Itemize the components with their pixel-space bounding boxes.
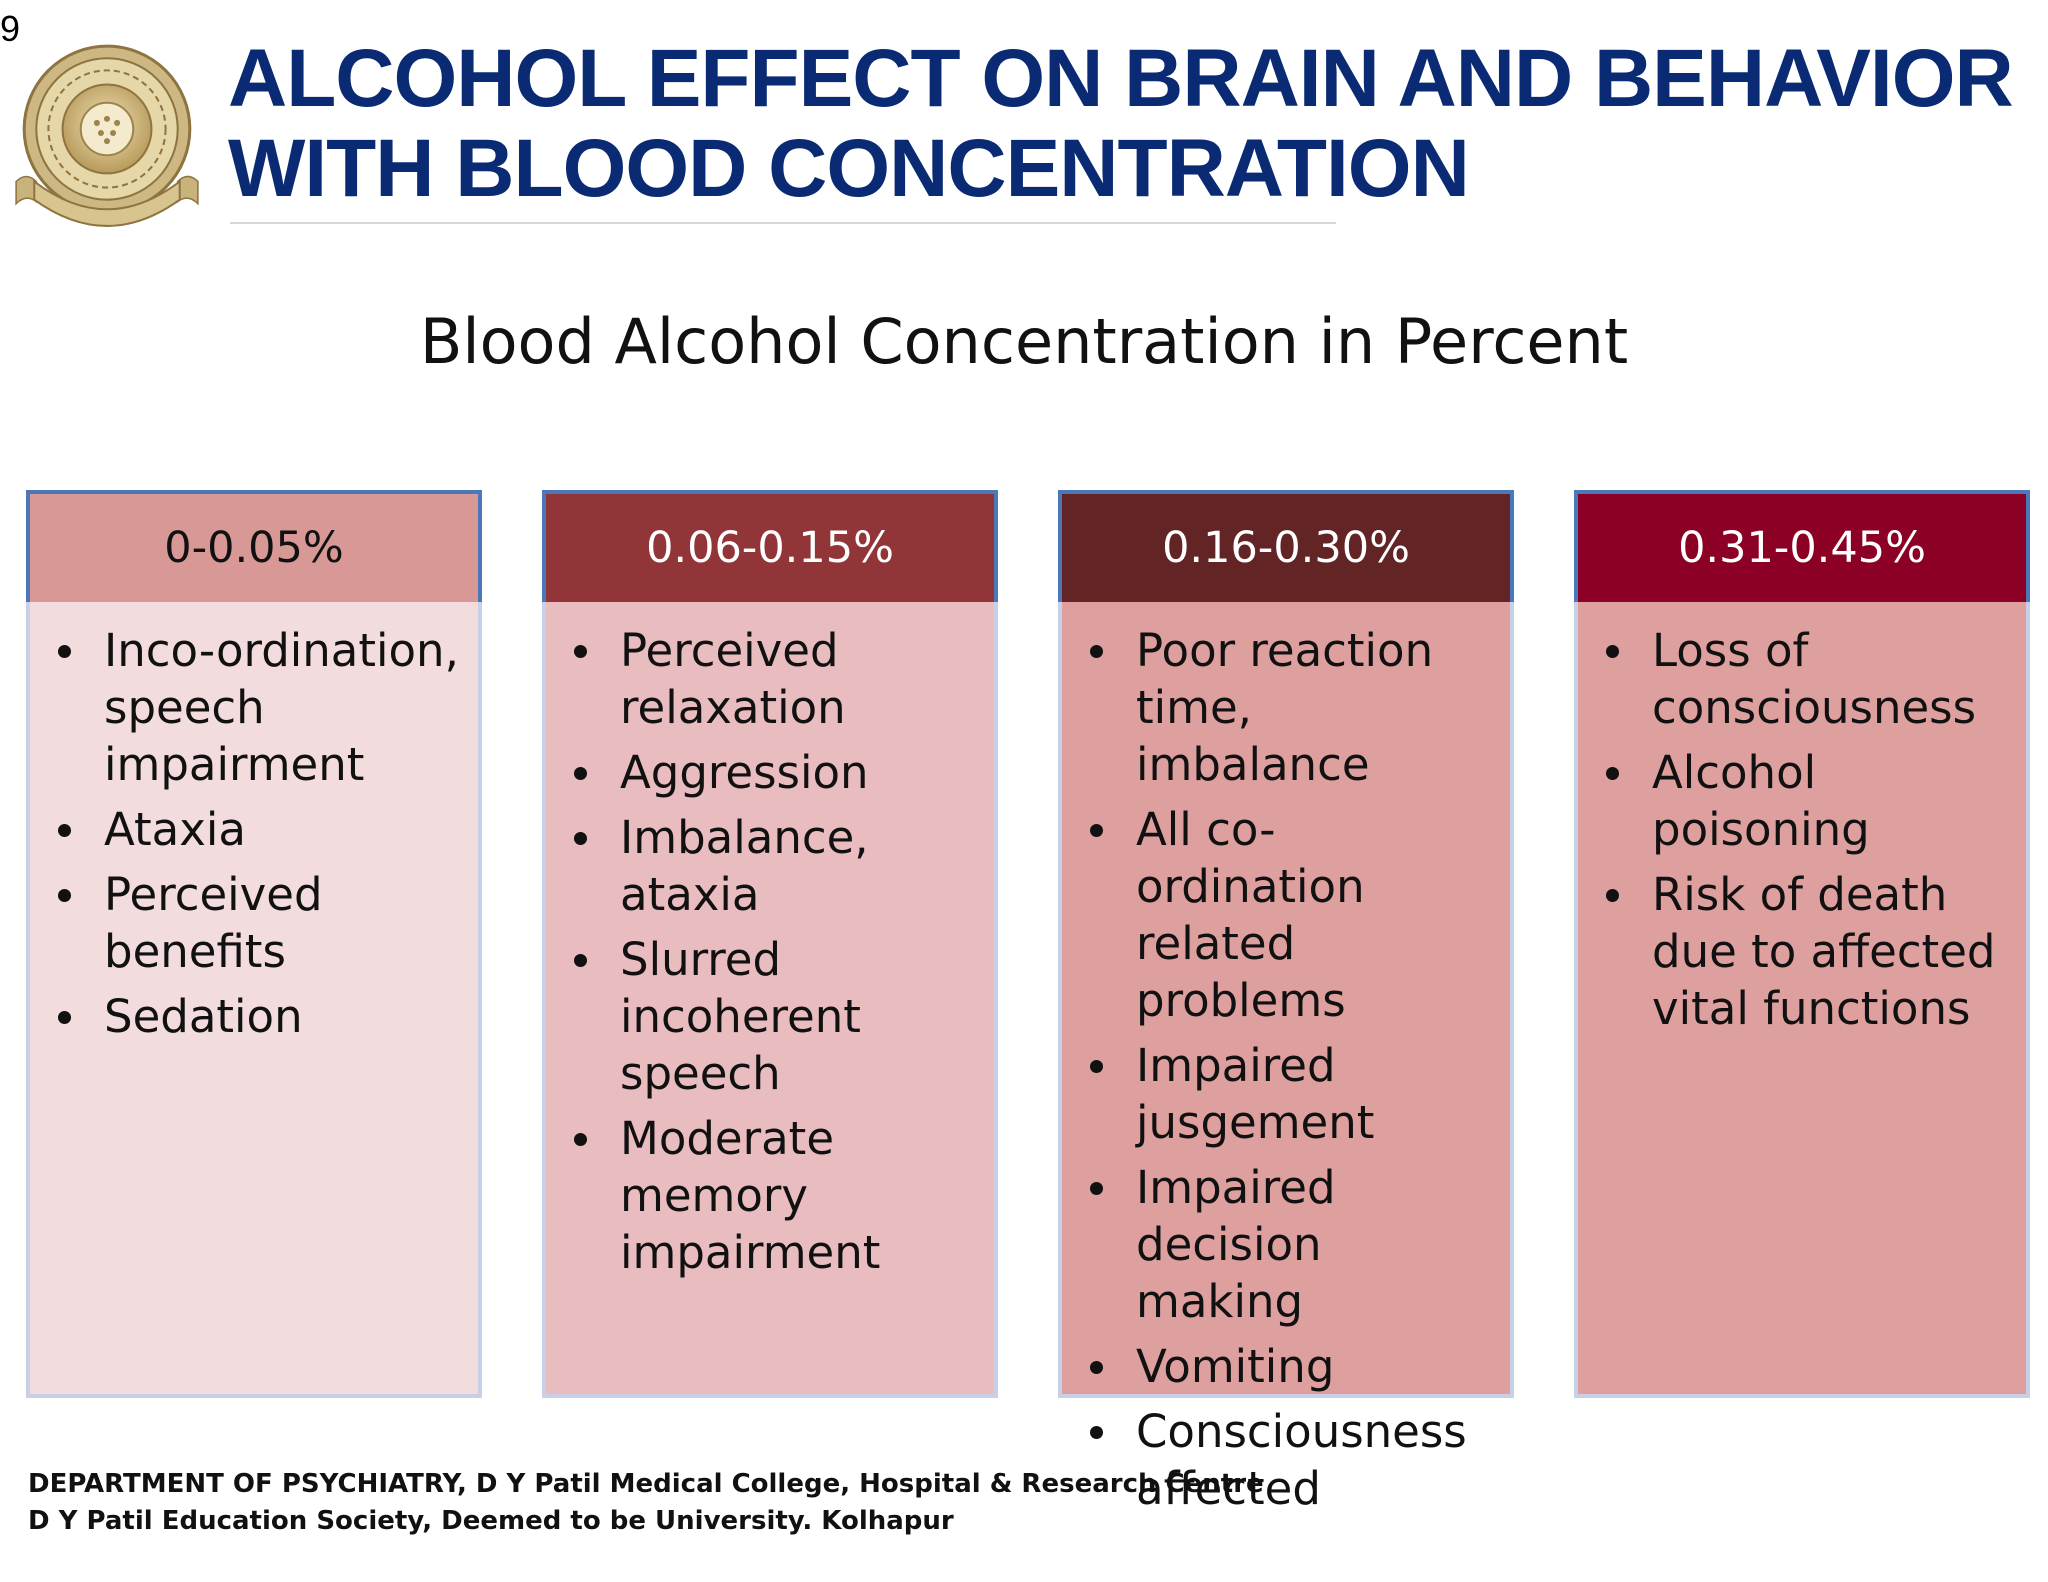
list-item: Sedation xyxy=(52,988,460,1045)
list-item: Aggression xyxy=(568,744,976,801)
list-item: Vomiting xyxy=(1084,1338,1492,1395)
bullet-icon xyxy=(1606,645,1619,658)
bullet-icon xyxy=(574,767,587,780)
footer-line-2: D Y Patil Education Society, Deemed to b… xyxy=(28,1506,954,1536)
bullet-icon xyxy=(1090,1060,1103,1073)
list-item: Poor reaction time, imbalance xyxy=(1084,622,1492,793)
column-header: 0.31-0.45% xyxy=(1574,490,2030,602)
bullet-icon xyxy=(1090,1182,1103,1195)
bullet-icon xyxy=(574,832,587,845)
bac-column-2: 0.06-0.15% Perceived relaxation Aggressi… xyxy=(542,490,998,1398)
bac-column-4: 0.31-0.45% Loss of consciousness Alcohol… xyxy=(1574,490,2030,1398)
list-item: Impaired jusgement xyxy=(1084,1037,1492,1151)
list-item: Loss of consciousness xyxy=(1600,622,2008,736)
title-line-2: WITH BLOOD CONCENTRATION xyxy=(228,123,1470,214)
bullet-icon xyxy=(1090,1426,1103,1439)
effects-list: Poor reaction time, imbalance All co-ord… xyxy=(1084,622,1492,1517)
column-body: Loss of consciousness Alcohol poisoning … xyxy=(1578,602,2026,1037)
bullet-icon xyxy=(574,645,587,658)
bac-column-3: 0.16-0.30% Poor reaction time, imbalance… xyxy=(1058,490,1514,1515)
bullet-icon xyxy=(1606,889,1619,902)
title-line-1: ALCOHOL EFFECT ON BRAIN AND BEHAVIOR xyxy=(228,33,2014,124)
column-body: Poor reaction time, imbalance All co-ord… xyxy=(1062,602,1510,1517)
list-item: Consciousness affected xyxy=(1084,1403,1492,1517)
list-item: Perceived benefits xyxy=(52,866,460,980)
list-item: Alcohol poisoning xyxy=(1600,744,2008,858)
effects-list: Loss of consciousness Alcohol poisoning … xyxy=(1600,622,2008,1037)
column-header: 0-0.05% xyxy=(26,490,482,602)
list-item: All co-ordination related problems xyxy=(1084,801,1492,1029)
footer-line-1: DEPARTMENT OF PSYCHIATRY, D Y Patil Medi… xyxy=(28,1469,1264,1499)
slide-subtitle: Blood Alcohol Concentration in Percent xyxy=(419,305,1629,378)
column-body: Inco-ordination, speech impairment Ataxi… xyxy=(30,602,478,1045)
list-item: Moderate memory impairment xyxy=(568,1110,976,1281)
list-item: Risk of death due to affected vital func… xyxy=(1600,866,2008,1037)
list-item: Inco-ordination, speech impairment xyxy=(52,622,460,793)
bullet-icon xyxy=(1606,767,1619,780)
list-item: Impaired decision making xyxy=(1084,1159,1492,1330)
column-body: Perceived relaxation Aggression Imbalanc… xyxy=(546,602,994,1281)
bullet-icon xyxy=(58,645,71,658)
bac-column-1: 0-0.05% Inco-ordination, speech impairme… xyxy=(26,490,482,1398)
list-item: Slurred incoherent speech xyxy=(568,931,976,1102)
bullet-icon xyxy=(1090,824,1103,837)
university-seal-logo xyxy=(15,44,199,227)
column-header: 0.16-0.30% xyxy=(1058,490,1514,602)
bullet-icon xyxy=(574,1133,587,1146)
bullet-icon xyxy=(1090,1361,1103,1374)
slide-title: ALCOHOL EFFECT ON BRAIN AND BEHAVIOR WIT… xyxy=(228,33,2014,214)
list-item: Imbalance, ataxia xyxy=(568,809,976,923)
bullet-icon xyxy=(1090,645,1103,658)
list-item: Perceived relaxation xyxy=(568,622,976,736)
column-header: 0.06-0.15% xyxy=(542,490,998,602)
slide-number: 9 xyxy=(0,8,21,49)
effects-list: Perceived relaxation Aggression Imbalanc… xyxy=(568,622,976,1281)
title-underline xyxy=(230,222,1336,224)
bullet-icon xyxy=(58,1011,71,1024)
bullet-icon xyxy=(574,954,587,967)
bullet-icon xyxy=(58,889,71,902)
list-item: Ataxia xyxy=(52,801,460,858)
effects-list: Inco-ordination, speech impairment Ataxi… xyxy=(52,622,460,1045)
bullet-icon xyxy=(58,824,71,837)
footer: DEPARTMENT OF PSYCHIATRY, D Y Patil Medi… xyxy=(28,1466,1264,1540)
